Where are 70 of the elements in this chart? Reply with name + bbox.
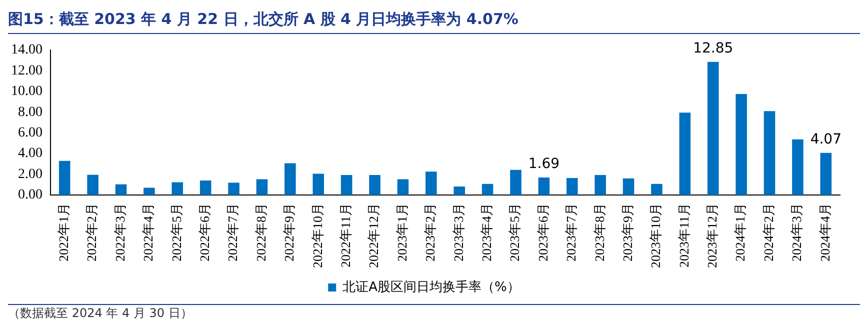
data-label: 1.69 xyxy=(528,156,560,172)
bar xyxy=(115,184,127,195)
bar xyxy=(172,182,184,195)
x-tick-label: 2022年5月 xyxy=(168,203,184,262)
x-tick-label: 2023年2月 xyxy=(422,203,438,262)
text: 12.00 xyxy=(11,63,42,78)
x-tick-label: 2022年10月 xyxy=(310,203,325,268)
bar xyxy=(397,179,409,195)
x-tick-label: 2023年9月 xyxy=(620,203,635,262)
text: 2.00 xyxy=(18,166,42,182)
bar xyxy=(256,179,268,195)
bar xyxy=(764,111,776,195)
x-tick-label: 2024年1月 xyxy=(732,203,748,262)
bar xyxy=(538,177,550,195)
x-tick-label: 2023年4月 xyxy=(478,203,494,262)
x-tick-label: 2022年7月 xyxy=(225,203,240,262)
text: 6.00 xyxy=(18,126,42,141)
bar xyxy=(622,178,634,195)
x-tick-label: 2023年7月 xyxy=(564,203,579,262)
x-tick-label: 2022年1月 xyxy=(56,203,72,262)
bar xyxy=(369,175,380,195)
x-tick-label: 2022年12月 xyxy=(366,203,382,268)
x-tick-label: 2022年2月 xyxy=(84,203,100,262)
bar xyxy=(707,62,719,195)
bar xyxy=(736,94,747,195)
x-tick-label: 2022年8月 xyxy=(253,203,268,262)
chart-title: 图15：截至 2023 年 4 月 22 日，北交所 A 股 4 月日均换手率为 4.07% xyxy=(8,8,860,34)
bar xyxy=(482,184,494,195)
x-tick-label: 2023年3月 xyxy=(450,203,466,262)
bar xyxy=(426,172,437,195)
bar xyxy=(679,112,691,195)
bar xyxy=(58,160,70,195)
x-tick-label: 2023年11月 xyxy=(676,203,692,268)
x-tick-label: 2022年6月 xyxy=(197,203,212,262)
text: 4.00 xyxy=(18,146,42,162)
text: 0.00 xyxy=(18,188,42,203)
x-tick-label: 2023年8月 xyxy=(592,203,607,262)
x-tick-label: 2023年10月 xyxy=(648,203,664,268)
bar xyxy=(228,182,240,195)
bar xyxy=(792,139,804,195)
bar xyxy=(284,163,296,195)
x-tick-label: 2024年2月 xyxy=(760,203,776,262)
bar xyxy=(144,188,155,195)
data-label: 12.85 xyxy=(693,40,734,57)
bar xyxy=(200,180,212,195)
bar xyxy=(340,175,352,195)
x-tick-label: 2024年3月 xyxy=(789,203,804,262)
x-tick-label: 2023年12月 xyxy=(704,203,720,268)
x-tick-label: 2024年4月 xyxy=(817,203,832,262)
text: 14.00 xyxy=(11,42,42,58)
bar xyxy=(566,178,578,195)
bar xyxy=(510,170,522,195)
text: （数据截至 2024 年 4 月 30 日） xyxy=(8,304,860,322)
bar xyxy=(594,175,606,195)
legend-label: 北证A股区间日均换手率（%） xyxy=(342,278,520,295)
bar xyxy=(312,174,324,195)
x-tick-label: 2022年9月 xyxy=(282,203,297,262)
data-label: 4.07 xyxy=(810,131,842,148)
bar xyxy=(651,184,662,195)
x-tick-label: 2023年5月 xyxy=(507,203,522,262)
x-tick-label: 2022年11月 xyxy=(338,203,353,268)
x-tick-label: 2022年3月 xyxy=(112,203,128,262)
text: 8.00 xyxy=(18,104,42,120)
x-tick-label: 2023年1月 xyxy=(394,203,410,262)
text: 10.00 xyxy=(11,84,42,100)
bar xyxy=(454,186,465,195)
bar xyxy=(820,152,832,195)
x-tick-label: 2022年4月 xyxy=(140,203,156,262)
bar xyxy=(87,174,98,195)
x-tick-label: 2023年6月 xyxy=(535,203,550,262)
